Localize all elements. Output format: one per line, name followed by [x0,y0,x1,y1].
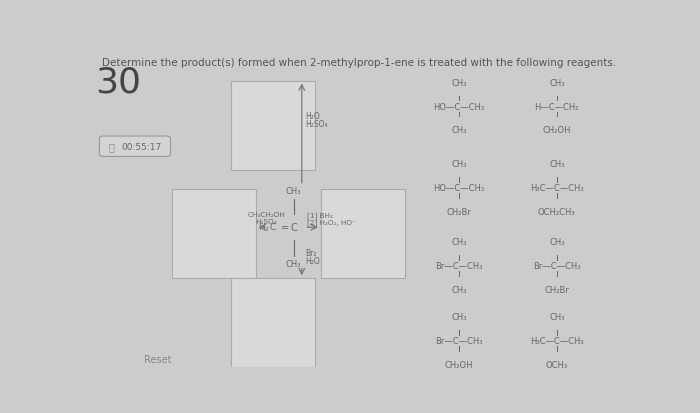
Text: C: C [290,223,297,233]
Text: [1] BH₃: [1] BH₃ [307,211,333,218]
Text: CH₃: CH₃ [549,237,564,247]
Text: H₃C—C—CH₃: H₃C—C—CH₃ [530,336,584,345]
Text: H₂SO₄: H₂SO₄ [306,120,328,129]
Text: CH₃: CH₃ [452,237,467,247]
Text: ⏱: ⏱ [108,142,114,152]
FancyBboxPatch shape [99,137,171,157]
Text: H—C—CH₂: H—C—CH₂ [535,102,579,111]
Text: [2] H₂O₂, HO⁻: [2] H₂O₂, HO⁻ [307,218,356,225]
Text: =: = [281,223,290,233]
Text: H₂SO₄: H₂SO₄ [256,219,277,225]
Text: CH₃CH₂OH: CH₃CH₂OH [248,212,286,218]
Text: Br—C—CH₃: Br—C—CH₃ [435,336,483,345]
Text: CH₃: CH₃ [286,260,302,269]
Text: H₂O: H₂O [306,112,321,121]
Text: CH₃: CH₃ [549,312,564,321]
Text: CH₂OH: CH₂OH [445,360,473,369]
Text: CH₃: CH₃ [452,78,467,88]
Text: H₂O: H₂O [306,256,321,266]
Text: HO—C—CH₃: HO—C—CH₃ [433,183,484,192]
Text: Br—C—CH₃: Br—C—CH₃ [435,261,483,270]
Text: OCH₂CH₃: OCH₂CH₃ [538,207,575,216]
Text: CH₃: CH₃ [452,126,467,135]
Text: 30: 30 [96,66,141,100]
Text: CH₂Br: CH₂Br [447,207,472,216]
Bar [172,190,256,278]
Bar [321,190,405,278]
Text: HO—C—CH₃: HO—C—CH₃ [433,102,484,111]
Text: CH₂Br: CH₂Br [545,285,569,294]
Text: CH₂OH: CH₂OH [542,126,571,135]
Text: Reset: Reset [144,354,172,364]
Text: CH₃: CH₃ [452,285,467,294]
Bar [231,81,315,171]
Text: CH₃: CH₃ [549,159,564,169]
Bar [231,278,315,368]
Text: H$_2$C: H$_2$C [258,221,277,234]
Text: CH₃: CH₃ [452,159,467,169]
Text: Determine the product(s) formed when 2-methylprop-1-ene is treated with the foll: Determine the product(s) formed when 2-m… [102,57,616,67]
Text: CH₃: CH₃ [286,187,302,196]
Text: H₃C—C—CH₃: H₃C—C—CH₃ [530,183,584,192]
Text: Br₂: Br₂ [306,249,317,258]
Text: OCH₃: OCH₃ [546,360,568,369]
Text: Br—C—CH₃: Br—C—CH₃ [533,261,580,270]
Text: CH₃: CH₃ [549,78,564,88]
Text: CH₃: CH₃ [452,312,467,321]
Text: 00:55:17: 00:55:17 [121,142,162,151]
